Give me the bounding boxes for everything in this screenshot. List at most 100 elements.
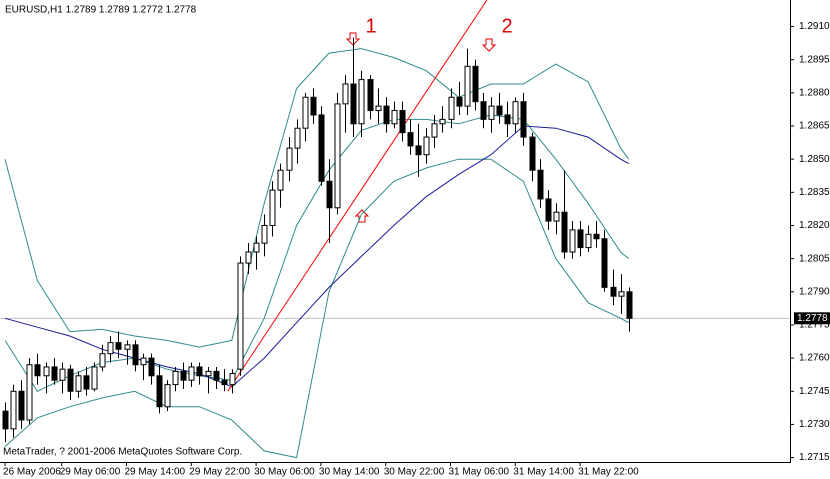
y-tick-label: 1.2775 <box>799 320 830 331</box>
candle-body <box>399 110 406 134</box>
candle-body <box>51 366 58 381</box>
candle-body <box>512 101 519 125</box>
candle-body <box>529 136 536 171</box>
candle-body <box>75 375 82 392</box>
candle-body <box>245 251 252 264</box>
candle-body <box>229 373 236 386</box>
candle-body <box>172 370 179 386</box>
candle-body <box>350 83 357 125</box>
candle-body <box>286 147 293 171</box>
candle-body <box>431 123 438 138</box>
candle-body <box>415 145 422 156</box>
x-tick-label: 30 May 06:00 <box>254 467 315 478</box>
indicator-line <box>4 48 630 348</box>
candle-body <box>569 229 576 253</box>
down-arrow <box>481 38 497 52</box>
candle-body <box>302 96 309 129</box>
x-tick-label: 31 May 14:00 <box>513 467 574 478</box>
indicator-line <box>4 158 629 459</box>
candle-body <box>140 357 147 366</box>
candle-body <box>132 344 139 366</box>
candle-body <box>43 366 50 377</box>
x-tick-label: 30 May 22:00 <box>384 467 445 478</box>
down-arrow <box>345 32 361 46</box>
candle-body <box>520 101 527 138</box>
y-tick-label: 1.2820 <box>799 220 830 231</box>
candle-body <box>26 364 33 421</box>
candle-body <box>480 101 487 120</box>
y-tick-label: 1.2895 <box>799 54 830 65</box>
candle-body <box>593 233 600 240</box>
x-tick-label: 30 May 14:00 <box>319 467 380 478</box>
x-tick-label: 29 May 22:00 <box>189 467 250 478</box>
candle-body <box>553 211 560 222</box>
candle-body <box>407 132 414 147</box>
candle-body <box>18 390 25 421</box>
candle-body <box>2 410 9 430</box>
candle-body <box>34 364 41 377</box>
candle-body <box>358 79 365 125</box>
candle-body <box>221 379 228 386</box>
candle-body <box>205 370 212 377</box>
candle-body <box>504 114 511 125</box>
annotation: 2 <box>501 15 512 37</box>
candle-body <box>334 103 341 209</box>
candle-body <box>237 262 244 370</box>
candle-body <box>496 105 503 116</box>
x-tick-label: 31 May 22:00 <box>578 467 639 478</box>
annotation: 1 <box>365 15 376 37</box>
candle-body <box>472 65 479 103</box>
up-arrow <box>354 209 370 223</box>
y-tick-label: 1.2880 <box>799 87 830 98</box>
y-tick-label: 1.2910 <box>799 21 830 32</box>
candle-body <box>115 342 122 350</box>
candle-body <box>439 118 446 125</box>
candle-body <box>585 233 592 249</box>
y-tick-label: 1.2715 <box>799 452 830 463</box>
arrows <box>345 32 497 223</box>
candle-body <box>545 198 552 222</box>
candle-body <box>10 390 17 430</box>
footer: MetaTrader, ? 2001-2006 MetaQuotes Softw… <box>3 447 242 458</box>
candle-body <box>423 136 430 156</box>
y-tick-label: 1.2790 <box>799 286 830 297</box>
y-tick-label: 1.2835 <box>799 187 830 198</box>
candle-body <box>59 368 66 381</box>
candle-body <box>561 211 568 253</box>
candle-body <box>375 105 382 112</box>
candle-body <box>188 366 195 381</box>
y-tick-label: 1.2760 <box>799 353 830 364</box>
y-tick-label: 1.2865 <box>799 121 830 132</box>
candle-body <box>164 384 171 408</box>
candle-body <box>367 79 374 112</box>
candle-body <box>277 169 284 191</box>
candle-body <box>67 368 74 392</box>
candle-body <box>601 238 608 288</box>
candle-body <box>310 96 317 116</box>
current-price-label: 1.2778 <box>797 313 828 324</box>
candle-body <box>488 105 495 120</box>
x-tick-label: 29 May 14:00 <box>125 467 186 478</box>
y-tick-label: 1.2745 <box>799 386 830 397</box>
y-tick-label: 1.2730 <box>799 419 830 430</box>
candle-body <box>537 169 544 200</box>
candle-body <box>269 189 276 226</box>
x-tick-label: 29 May 06:00 <box>60 467 121 478</box>
y-tick-label: 1.2805 <box>799 253 830 264</box>
candle-body <box>577 229 584 249</box>
candle-body <box>180 370 187 381</box>
candle-body <box>83 375 90 390</box>
candle-body <box>318 114 325 182</box>
candle-body <box>156 375 163 408</box>
candle-body <box>342 83 349 105</box>
chart-title: EURUSD,H1 1.2789 1.2789 1.2772 1.2778 <box>5 5 197 16</box>
candle-body <box>456 96 463 107</box>
candle-body <box>383 105 390 125</box>
candle-body <box>107 342 114 355</box>
trendline <box>227 0 488 392</box>
candle-body <box>464 65 471 107</box>
candle-body <box>626 291 633 319</box>
candle-body <box>391 110 398 125</box>
